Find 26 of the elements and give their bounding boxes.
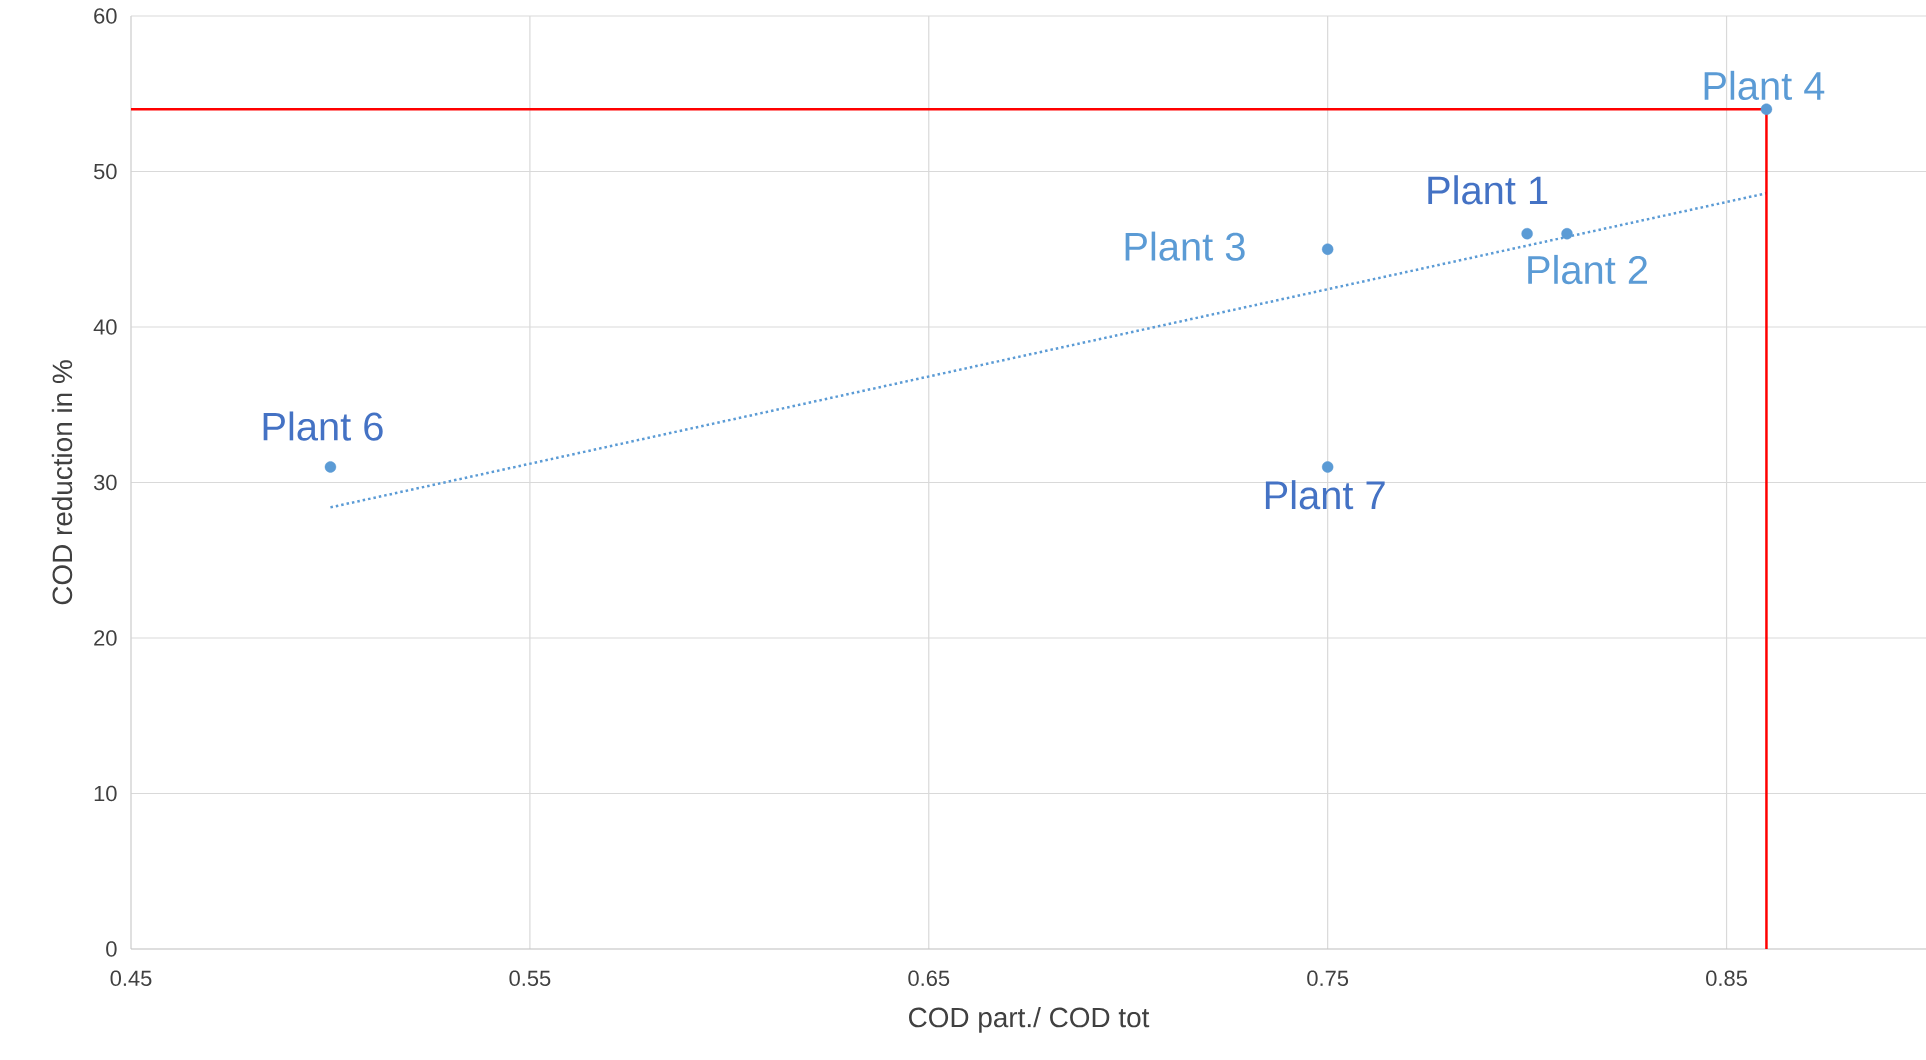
x-tick-label: 0.75	[1307, 970, 1349, 987]
point	[1321, 243, 1334, 255]
annotation: Plant 3	[1125, 231, 1245, 261]
y-tick-label: 50	[93, 163, 117, 180]
y-tick-label: 10	[94, 785, 117, 802]
annotation: Plant 1	[1428, 175, 1548, 205]
y-tick-label: 60	[94, 8, 117, 24]
y-tick-label: 30	[93, 474, 117, 491]
y-tick-label: 20	[94, 630, 117, 646]
point	[1561, 227, 1573, 240]
x-axis-title: COD part./ COD tot	[909, 1006, 1150, 1033]
point	[324, 461, 337, 473]
y-tick-label: 40	[93, 319, 117, 335]
x-tick-label: 0.45	[110, 970, 152, 987]
annotation: Plant 7	[1265, 480, 1385, 510]
point	[1321, 461, 1334, 473]
point	[1760, 103, 1773, 115]
annotation: Plant 6	[263, 411, 383, 441]
annotation: Plant 4	[1704, 70, 1825, 101]
x-tick-label: 0.55	[509, 970, 551, 987]
y-tick-label: 0	[106, 941, 117, 957]
x-tick-label: 0.85	[1706, 970, 1747, 987]
y-axis-title: COD reduction in %	[51, 360, 73, 605]
x-tick-label: 0.65	[908, 970, 950, 987]
point	[1521, 227, 1533, 240]
annotation: Plant 2	[1528, 254, 1647, 285]
